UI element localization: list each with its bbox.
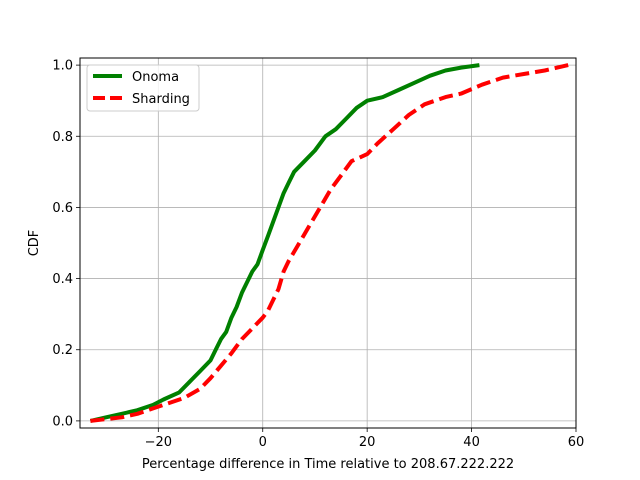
y-tick-label: 0.6 [52, 201, 73, 216]
x-tick-label: 60 [568, 435, 585, 450]
y-tick-label: 0.2 [52, 343, 73, 358]
legend: Onoma Sharding [86, 64, 200, 112]
axis-ticks: −20 0 20 40 60 0.0 0.2 0.4 0.6 0.8 1.0 [52, 59, 584, 450]
plot-frame [79, 57, 577, 429]
y-tick-label: 1.0 [52, 59, 73, 74]
x-tick-label: 0 [259, 435, 267, 450]
legend-label-sharding: Sharding [132, 92, 190, 107]
series-line-sharding [90, 63, 569, 423]
series-line-onoma [89, 63, 480, 423]
x-tick-label: −20 [145, 435, 172, 450]
data-series [89, 63, 569, 423]
x-axis-label: Percentage difference in Time relative t… [142, 457, 514, 472]
legend-label-onoma: Onoma [132, 70, 179, 85]
x-tick-label: 40 [463, 435, 480, 450]
y-axis-label: CDF [27, 230, 42, 257]
x-tick-label: 20 [359, 435, 376, 450]
y-tick-label: 0.0 [52, 414, 73, 429]
y-tick-label: 0.8 [52, 130, 73, 145]
y-tick-label: 0.4 [52, 272, 73, 287]
